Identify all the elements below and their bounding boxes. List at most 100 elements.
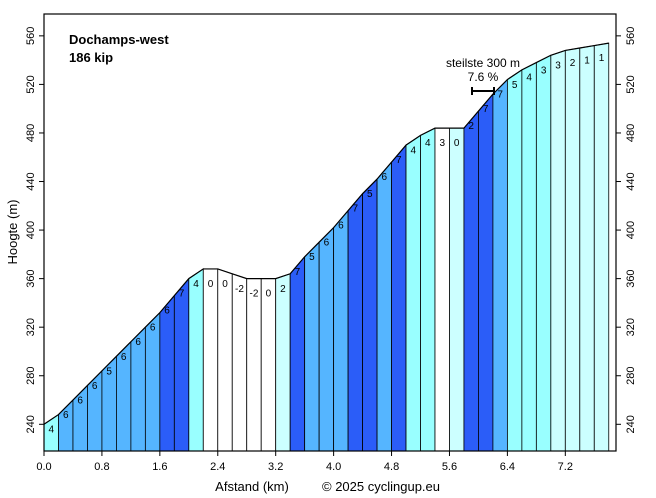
y-tick-label: 240 (625, 415, 637, 433)
x-axis: 0.0 0.8 1.6 2.4 3.2 4.0 4.8 5.6 6.4 7.2 (36, 451, 573, 473)
x-tick-label: 6.4 (500, 461, 515, 473)
segment-gradient-label: 7 (483, 104, 489, 115)
segment-gradient-label: 3 (541, 65, 547, 76)
y-axis-label: Hoogte (m) (5, 199, 20, 264)
gradient-bar (231, 273, 248, 452)
segment-gradient-label: 7 (179, 289, 185, 300)
y-tick-label: 560 (25, 27, 37, 45)
y-tick-label: 360 (25, 269, 37, 287)
gradient-bar (579, 45, 595, 452)
segment-gradient-label: 4 (48, 425, 54, 436)
gradient-bar (289, 255, 306, 452)
credit-text: © 2025 cyclingup.eu (322, 479, 440, 494)
y-tick-label: 400 (625, 221, 637, 239)
y-tick-label: 440 (25, 172, 37, 190)
gradient-bar (260, 278, 277, 452)
gradient-bar (492, 78, 508, 452)
x-tick-label: 4.0 (326, 461, 341, 473)
y-tick-label: 320 (625, 318, 637, 336)
elevation-line (43, 42, 609, 425)
gradient-bar (420, 127, 436, 452)
y-tick-label: 560 (625, 27, 637, 45)
segment-gradient-label: 6 (63, 410, 69, 421)
gradient-bar (593, 42, 610, 452)
segment-gradient-label: 6 (121, 352, 127, 363)
y-axis-right: 240 280 320 360 400 440 480 520 560 (616, 27, 637, 433)
segment-gradient-label: 0 (222, 279, 228, 290)
y-tick-label: 360 (625, 269, 637, 287)
gradient-bar (463, 110, 479, 452)
x-tick-label: 4.8 (384, 461, 399, 473)
segment-gradient-label: 6 (338, 221, 344, 232)
gradient-bar (478, 93, 494, 452)
y-tick-label: 280 (625, 367, 637, 385)
segment-gradient-label: 6 (135, 337, 141, 348)
segment-gradient-label: 1 (584, 56, 590, 67)
segment-gradient-label: -2 (250, 289, 259, 300)
gradient-bar (246, 278, 262, 452)
segment-gradient-label: 5 (106, 366, 112, 377)
segment-gradient-label: 6 (324, 238, 330, 249)
gradient-bar (333, 209, 349, 452)
segment-gradient-label: -2 (235, 284, 244, 295)
segment-gradient-label: 0 (208, 279, 214, 290)
segment-gradient-label: 6 (77, 395, 83, 406)
x-tick-label: 0.8 (94, 461, 109, 473)
plot-frame (43, 13, 617, 452)
segment-gradient-label: 7 (396, 155, 402, 166)
gradient-bar (521, 61, 537, 452)
y-tick-label: 520 (625, 75, 637, 93)
gradient-bars (43, 42, 610, 452)
gradient-bar (550, 49, 566, 452)
gradient-bar (202, 268, 219, 452)
gradient-bar (304, 241, 320, 452)
gradient-bar (405, 134, 421, 452)
x-tick-label: 0.0 (36, 461, 51, 473)
steepest-label: steilste 300 m (446, 56, 520, 70)
y-axis-left: 240 280 320 360 400 440 480 520 560 (25, 27, 44, 433)
x-tick-label: 5.6 (442, 461, 457, 473)
segment-gradient-label: 6 (92, 381, 98, 392)
y-tick-label: 320 (25, 318, 37, 336)
gradient-bar (173, 277, 190, 452)
segment-gradient-label: 4 (526, 73, 532, 84)
gradient-bar (188, 268, 204, 452)
gradient-bar (564, 47, 581, 452)
segment-gradient-label: 6 (164, 306, 170, 317)
gradient-bar (506, 69, 523, 452)
segment-gradient-label: 1 (599, 53, 605, 64)
steepest-value: 7.6 % (468, 70, 499, 84)
segment-gradient-label: 2 (570, 58, 576, 69)
y-tick-label: 440 (625, 172, 637, 190)
gradient-bar (217, 268, 233, 452)
x-tick-label: 1.6 (152, 461, 167, 473)
segment-gradient-label: 4 (193, 279, 199, 290)
gradient-bar (159, 294, 175, 452)
chart-title: Dochamps-west (69, 32, 169, 47)
segment-gradient-label: 4 (425, 138, 431, 149)
y-tick-label: 280 (25, 367, 37, 385)
x-axis-label: Afstand (km) (215, 479, 289, 494)
x-tick-label: 7.2 (558, 461, 573, 473)
x-tick-label: 2.4 (210, 461, 225, 473)
gradient-bar (434, 127, 450, 452)
segment-gradient-label: 3 (439, 138, 445, 149)
segment-gradient-label: 5 (309, 252, 315, 263)
gradient-bar (347, 192, 363, 452)
segment-gradient-label: 5 (367, 189, 373, 200)
segment-gradient-label: 7 (295, 267, 301, 278)
segment-gradient-label: 6 (382, 172, 388, 183)
gradient-bar (318, 226, 335, 452)
segment-gradient-label: 5 (512, 80, 518, 91)
y-tick-label: 520 (25, 75, 37, 93)
segment-gradient-label: 6 (150, 323, 156, 334)
gradient-bar (391, 144, 407, 452)
segment-gradient-label: 0 (454, 138, 460, 149)
gradient-bar (362, 178, 378, 452)
gradient-bar (376, 161, 392, 452)
y-tick-label: 400 (25, 221, 37, 239)
y-tick-label: 480 (25, 124, 37, 142)
segment-gradient-label: 3 (555, 60, 561, 71)
y-tick-label: 480 (625, 124, 637, 142)
